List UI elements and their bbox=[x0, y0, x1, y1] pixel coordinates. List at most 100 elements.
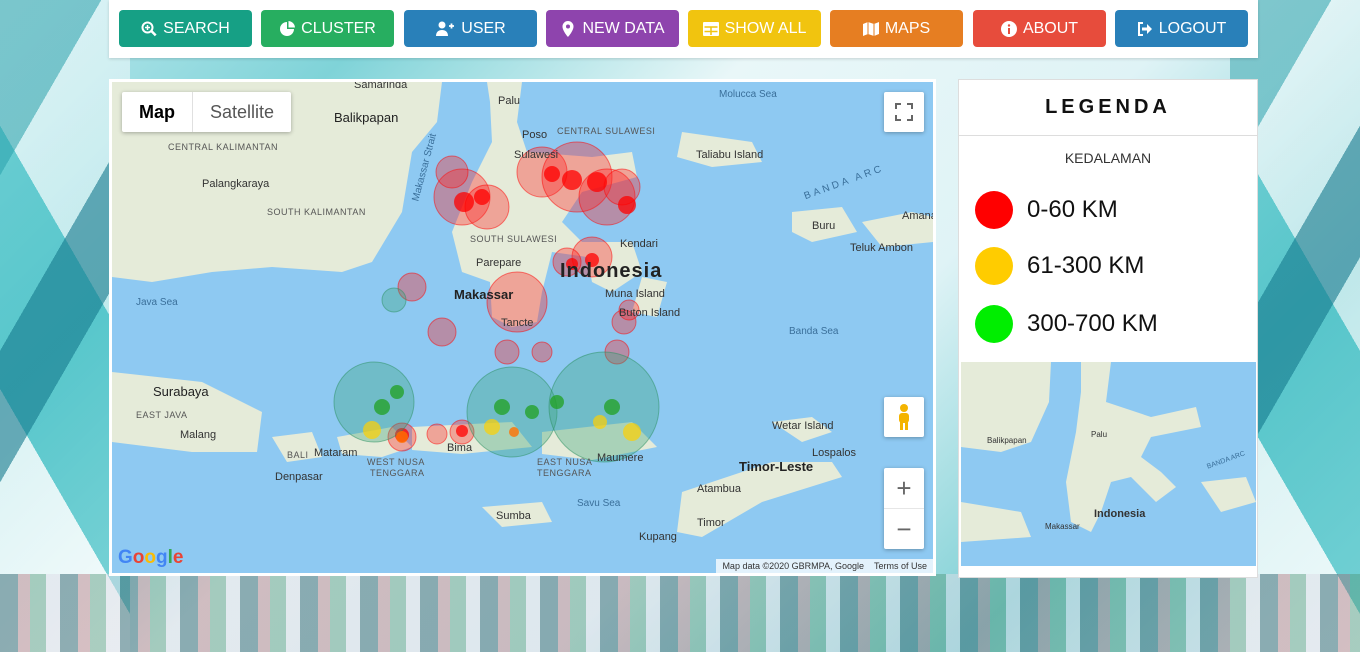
minus-icon: − bbox=[896, 513, 912, 544]
new-data-button[interactable]: NEW DATA bbox=[546, 10, 679, 47]
minimap-label-makassar: Makassar bbox=[1045, 522, 1080, 531]
yellow-dot-icon bbox=[975, 247, 1013, 285]
search-button[interactable]: SEARCH bbox=[119, 10, 252, 47]
city-skyline-decoration bbox=[0, 574, 1360, 652]
about-button-label: ABOUT bbox=[1022, 19, 1079, 37]
search-button-label: SEARCH bbox=[163, 19, 230, 37]
legend-item-deep: 300-700 KM bbox=[975, 305, 1158, 343]
map-panel: Samarinda Balikpapan CENTRAL KALIMANTAN … bbox=[109, 79, 936, 576]
label-kupang: Kupang bbox=[639, 531, 677, 543]
sign-out-icon bbox=[1137, 21, 1152, 36]
label-buton: Buton Island bbox=[619, 307, 681, 319]
label-samarinda: Samarinda bbox=[354, 82, 408, 91]
label-molucca-sea: Molucca Sea bbox=[719, 89, 777, 100]
map-base-layer bbox=[112, 82, 933, 537]
label-tancte: Tancte bbox=[501, 317, 534, 329]
label-maumere: Maumere bbox=[597, 452, 644, 464]
label-palu: Palu bbox=[498, 95, 521, 107]
label-south-kalimantan: SOUTH KALIMANTAN bbox=[267, 207, 366, 217]
legend-item-label: 0-60 KM bbox=[1027, 196, 1118, 223]
label-palangkaraya: Palangkaraya bbox=[202, 178, 270, 190]
user-button[interactable]: USER bbox=[404, 10, 537, 47]
label-java-sea: Java Sea bbox=[136, 297, 178, 308]
legend-minimap: Balikpapan Palu BANDA ARC Indonesia Maka… bbox=[961, 362, 1256, 566]
map-marker-icon bbox=[562, 20, 574, 37]
label-parepare: Parepare bbox=[476, 257, 522, 269]
terms-of-use-link[interactable]: Terms of Use bbox=[873, 561, 927, 571]
table-icon bbox=[702, 21, 719, 36]
label-teluk-ambon: Teluk Ambon bbox=[850, 242, 913, 254]
label-south-sulawesi: SOUTH SULAWESI bbox=[470, 234, 558, 244]
legend-item-label: 61-300 KM bbox=[1027, 252, 1145, 279]
label-sumba: Sumba bbox=[496, 510, 531, 522]
earthquake-map[interactable]: Samarinda Balikpapan CENTRAL KALIMANTAN … bbox=[112, 82, 933, 573]
legend-item-intermediate: 61-300 KM bbox=[975, 247, 1144, 285]
map-type-satellite-button[interactable]: Satellite bbox=[192, 92, 291, 132]
label-savu-sea: Savu Sea bbox=[577, 498, 621, 509]
plus-icon: + bbox=[896, 472, 912, 503]
legend-panel: LEGENDA KEDALAMAN 0-60 KM 61-300 KM 300-… bbox=[958, 79, 1258, 578]
map-type-control: Map Satellite bbox=[122, 92, 292, 132]
top-navigation: SEARCH CLUSTER USER NEW DATA SHOW ALL MA… bbox=[109, 0, 1258, 58]
label-central-sulawesi: CENTRAL SULAWESI bbox=[557, 126, 656, 136]
minimap-label-indonesia: Indonesia bbox=[1094, 508, 1146, 520]
minimap-base bbox=[961, 362, 1256, 542]
minimap-label-palu: Palu bbox=[1091, 430, 1108, 439]
label-denpasar: Denpasar bbox=[275, 471, 323, 483]
legend-title: LEGENDA bbox=[959, 80, 1257, 136]
maps-button[interactable]: MAPS bbox=[830, 10, 963, 47]
attribution-text: Map data ©2020 GBRMPA, Google bbox=[722, 561, 864, 571]
legend-subtitle: KEDALAMAN bbox=[1064, 150, 1152, 166]
zoom-out-button[interactable]: − bbox=[884, 509, 924, 549]
label-malang: Malang bbox=[180, 429, 217, 441]
show-all-button[interactable]: SHOW ALL bbox=[688, 10, 821, 47]
logout-button[interactable]: LOGOUT bbox=[1115, 10, 1248, 47]
label-lospalos: Lospalos bbox=[812, 447, 857, 459]
street-view-pegman[interactable] bbox=[884, 397, 924, 437]
map-icon bbox=[862, 21, 879, 36]
label-mataram: Mataram bbox=[314, 447, 358, 459]
label-west-nusa: WEST NUSA bbox=[367, 457, 425, 467]
label-buru: Buru bbox=[812, 220, 836, 232]
label-poso: Poso bbox=[522, 129, 548, 141]
new-data-button-label: NEW DATA bbox=[582, 19, 665, 37]
map-attribution: Map data ©2020 GBRMPA, Google Terms of U… bbox=[716, 559, 933, 573]
show-all-button-label: SHOW ALL bbox=[724, 19, 807, 37]
maps-button-label: MAPS bbox=[884, 19, 931, 37]
about-button[interactable]: ABOUT bbox=[973, 10, 1106, 47]
legend-item-shallow: 0-60 KM bbox=[975, 191, 1118, 229]
user-button-label: USER bbox=[461, 19, 506, 37]
cluster-button-label: CLUSTER bbox=[301, 19, 376, 37]
green-dot-icon bbox=[975, 305, 1013, 343]
cluster-button[interactable]: CLUSTER bbox=[261, 10, 394, 47]
zoom-in-button[interactable]: + bbox=[884, 468, 924, 509]
pie-chart-icon bbox=[280, 20, 296, 36]
label-timor-leste: Timor-Leste bbox=[739, 459, 814, 474]
label-indonesia: Indonesia bbox=[560, 260, 663, 282]
label-bali: BALI bbox=[287, 450, 309, 460]
background-pattern-left bbox=[0, 0, 130, 652]
label-timor: Timor bbox=[697, 517, 725, 529]
zoom-control: + − bbox=[884, 468, 924, 549]
logout-button-label: LOGOUT bbox=[1158, 19, 1227, 37]
map-type-map-button[interactable]: Map bbox=[139, 102, 175, 122]
search-icon bbox=[141, 21, 157, 36]
label-muna: Muna Island bbox=[605, 288, 665, 300]
label-makassar: Makassar bbox=[454, 287, 514, 302]
label-east-java: EAST JAVA bbox=[136, 410, 188, 420]
info-circle-icon bbox=[1000, 20, 1017, 37]
label-balikpapan: Balikpapan bbox=[334, 110, 399, 125]
label-surabaya: Surabaya bbox=[153, 384, 209, 399]
label-taliabu: Taliabu Island bbox=[696, 149, 764, 161]
label-east-nusa: EAST NUSA bbox=[537, 457, 593, 467]
label-east-tenggara: TENGGARA bbox=[537, 468, 592, 478]
fullscreen-button[interactable] bbox=[884, 92, 924, 132]
user-plus-icon bbox=[436, 21, 455, 36]
label-amana: Amana bbox=[902, 210, 933, 222]
legend-item-label: 300-700 KM bbox=[1027, 310, 1158, 337]
minimap-label-balikpapan: Balikpapan bbox=[987, 436, 1027, 445]
label-central-kalimantan: CENTRAL KALIMANTAN bbox=[168, 142, 279, 152]
label-west-tenggara: TENGGARA bbox=[370, 468, 425, 478]
google-logo[interactable]: Google bbox=[118, 547, 184, 568]
label-kendari: Kendari bbox=[620, 238, 658, 250]
